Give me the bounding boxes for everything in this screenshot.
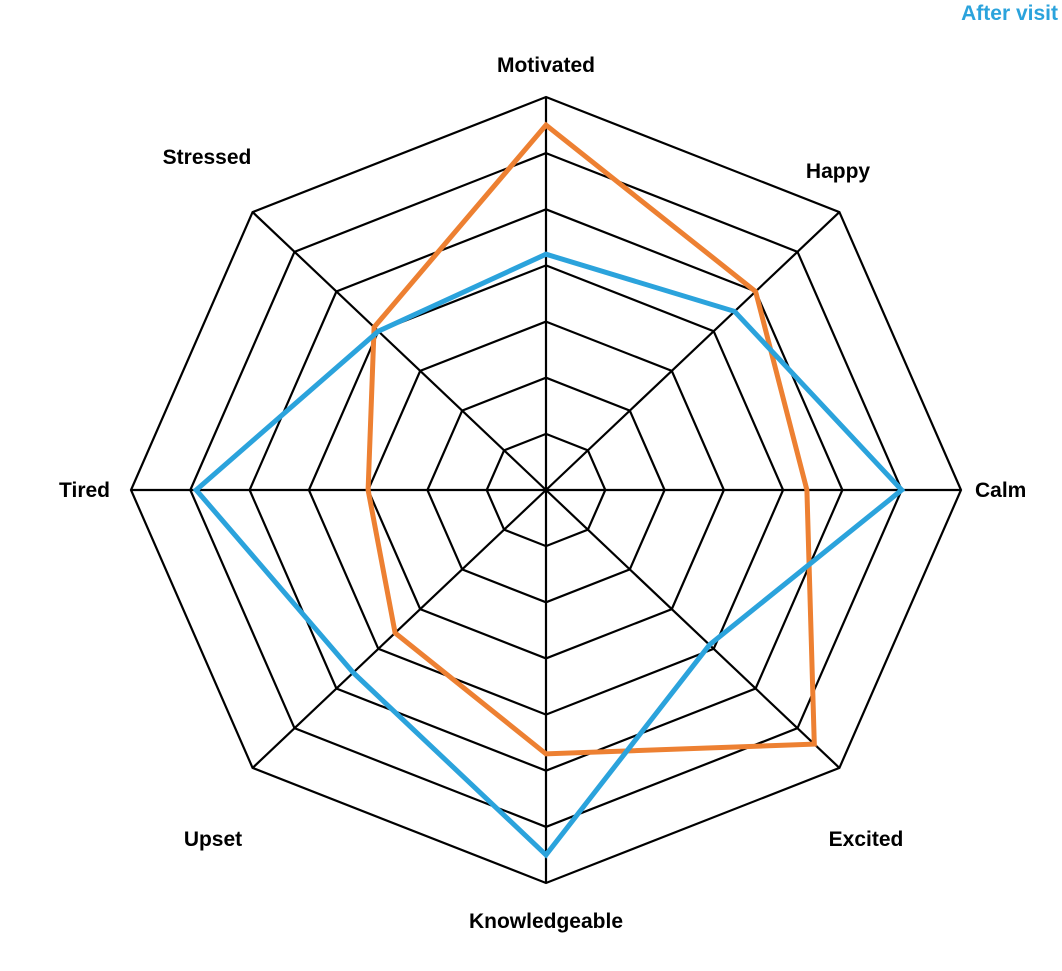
axis-spoke-upset <box>251 489 547 769</box>
series-polygon-after-visit <box>192 251 906 859</box>
axis-spoke-stressed <box>251 211 547 491</box>
axis-spoke-excited <box>545 489 841 769</box>
axis-label-calm: Calm <box>975 479 1026 502</box>
axis-label-knowledgeable: Knowledgeable <box>469 910 623 933</box>
axis-label-motivated: Motivated <box>497 54 595 77</box>
series-polygon-series-2 <box>365 121 817 757</box>
axis-label-stressed: Stressed <box>163 146 252 169</box>
axis-label-upset: Upset <box>184 828 242 851</box>
axis-spoke-happy <box>545 211 841 491</box>
legend-item-label: After visit <box>961 2 1058 25</box>
axis-label-happy: Happy <box>806 160 871 183</box>
chart-legend: After visit <box>961 2 1058 26</box>
axis-label-excited: Excited <box>829 828 904 851</box>
axis-label-tired: Tired <box>59 479 110 502</box>
